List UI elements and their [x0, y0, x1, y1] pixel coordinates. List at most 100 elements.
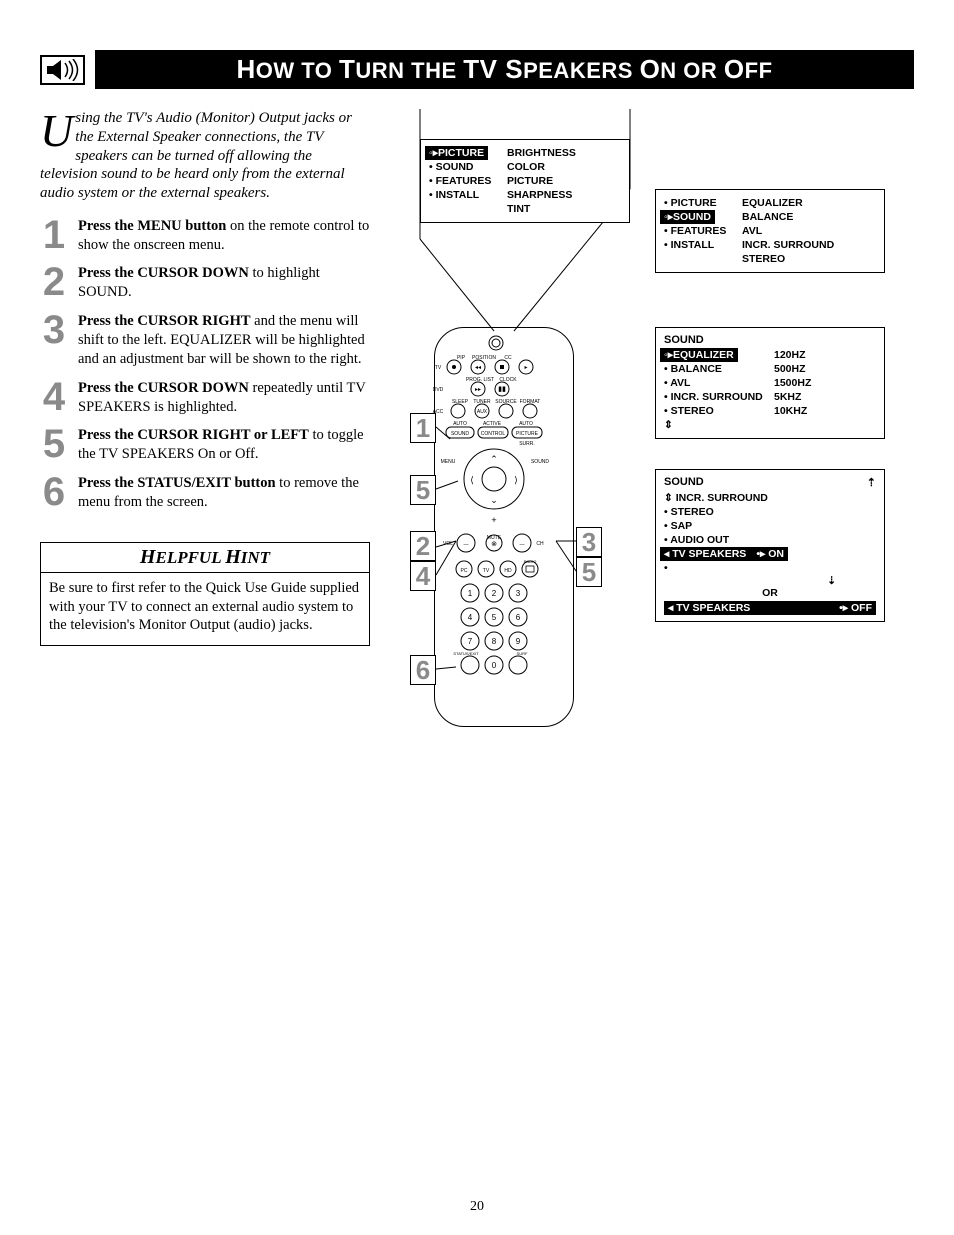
svg-text:9: 9 [516, 637, 521, 646]
osd-item: ⇕ INCR. SURROUND [664, 491, 784, 505]
osd-value: PICTURE [507, 174, 621, 188]
svg-text:⌄: ⌄ [490, 495, 498, 505]
header: HOW TO TURN THE TV SPEAKERS ON OR OFF [40, 50, 914, 89]
step-number: 3 [40, 312, 68, 369]
osd-item: STEREO [664, 404, 774, 418]
osd-item: ◦▸PICTURE [425, 146, 488, 160]
step-number: 1 [40, 217, 68, 255]
osd-value: 10KHZ [774, 404, 876, 418]
diagram-area: ◦▸PICTURE SOUND FEATURES INSTALL BRIGHTN… [390, 109, 914, 646]
svg-text:PC: PC [461, 568, 468, 574]
or-label: OR [664, 587, 876, 599]
osd-item: SOUND [429, 160, 507, 174]
step-number: 5 [40, 426, 68, 464]
callout-1: 1 [410, 413, 436, 443]
osd-item: INSTALL [429, 188, 507, 202]
svg-text:VOL: VOL [443, 541, 453, 547]
step-2: 2 Press the CURSOR DOWN to highlight SOU… [40, 264, 370, 302]
svg-text:⊗: ⊗ [491, 541, 497, 548]
svg-text:AUTO: AUTO [453, 421, 467, 427]
svg-text:⟩: ⟩ [514, 475, 518, 485]
svg-text:ACTIVE: ACTIVE [483, 421, 502, 427]
svg-text:DVD: DVD [433, 387, 444, 393]
osd-value: 500HZ [774, 362, 876, 376]
step-number: 6 [40, 474, 68, 512]
osd-item: ◦▸EQUALIZER [660, 348, 738, 362]
svg-text:6: 6 [516, 613, 521, 622]
svg-text:▮▮: ▮▮ [498, 386, 506, 393]
callout-2: 2 [410, 531, 436, 561]
speaker-page-icon [40, 55, 85, 85]
osd-item: ◦▸SOUND [660, 210, 715, 224]
osd-item-selected: ◂ TV SPEAKERS [664, 548, 746, 560]
step-4: 4 Press the CURSOR DOWN repeatedly until… [40, 379, 370, 417]
osd-value: 120HZ [774, 348, 876, 362]
svg-text:PICTURE: PICTURE [516, 431, 539, 437]
helpful-hint-box: HELPFUL HINT Be sure to first refer to t… [40, 542, 370, 647]
svg-text:0: 0 [492, 661, 497, 670]
svg-text:AUX: AUX [477, 409, 488, 415]
osd-item: ⇕ [664, 418, 774, 432]
svg-text:⟨: ⟨ [470, 475, 474, 485]
svg-text:STATUS/EXIT: STATUS/EXIT [453, 651, 479, 656]
intro-paragraph: Using the TV's Audio (Monitor) Output ja… [40, 109, 370, 203]
osd-item-selected: ◂ TV SPEAKERS [668, 602, 750, 614]
svg-text:—: — [520, 542, 525, 548]
callout-5a: 5 [410, 475, 436, 505]
osd-item: BALANCE [664, 362, 774, 376]
osd-item: FEATURES [664, 224, 742, 238]
osd-value: COLOR [507, 160, 621, 174]
svg-text:1: 1 [468, 589, 473, 598]
svg-text:5: 5 [492, 613, 497, 622]
callout-5b: 5 [576, 557, 602, 587]
osd-item: FEATURES [429, 174, 507, 188]
svg-text:SOUND: SOUND [451, 431, 469, 437]
osd-value: EQUALIZER [742, 196, 876, 210]
svg-text:4: 4 [468, 613, 473, 622]
step-number: 4 [40, 379, 68, 417]
osd-value: STEREO [742, 252, 876, 266]
page-title: HOW TO TURN THE TV SPEAKERS ON OR OFF [95, 50, 914, 89]
svg-text:⌃: ⌃ [490, 454, 498, 464]
callout-6: 6 [410, 655, 436, 685]
svg-text:3: 3 [516, 589, 521, 598]
osd-item: SAP [664, 519, 784, 533]
osd-value: BALANCE [742, 210, 876, 224]
osd-value: BRIGHTNESS [507, 146, 621, 160]
osd-value: SHARPNESS [507, 188, 621, 202]
hint-body: Be sure to first refer to the Quick Use … [41, 573, 369, 646]
svg-text:◂◂: ◂◂ [475, 365, 481, 371]
osd-value: 5KHZ [774, 390, 876, 404]
svg-text:TV: TV [435, 365, 442, 371]
svg-text:▸: ▸ [524, 365, 527, 371]
step-3: 3 Press the CURSOR RIGHT and the menu wi… [40, 312, 370, 369]
osd-item: AUDIO OUT [664, 533, 784, 547]
svg-text:TV: TV [483, 568, 490, 574]
osd-item: AVL [664, 376, 774, 390]
osd-item: PICTURE [664, 196, 742, 210]
osd-value: TINT [507, 202, 621, 216]
svg-text:MENU: MENU [441, 459, 456, 465]
callout-4: 4 [410, 561, 436, 591]
svg-text:PIP: PIP [457, 355, 466, 361]
osd-value: •▸ OFF [839, 602, 872, 614]
left-column: Using the TV's Audio (Monitor) Output ja… [40, 109, 370, 646]
svg-text:—: — [464, 542, 469, 548]
dropcap: U [40, 109, 75, 150]
svg-text:7: 7 [468, 637, 473, 646]
svg-text:CH: CH [536, 541, 544, 547]
svg-text:SOUND: SOUND [531, 459, 549, 465]
osd-value: INCR. SURROUND [742, 238, 876, 252]
svg-text:SURR.: SURR. [519, 441, 535, 447]
osd-panel-tvspeakers: SOUND ⇡ ⇕ INCR. SURROUND STEREO SAP AUDI… [655, 469, 885, 622]
osd-item [664, 561, 784, 575]
callout-3: 3 [576, 527, 602, 557]
step-number: 2 [40, 264, 68, 302]
step-6: 6 Press the STATUS/EXIT button to remove… [40, 474, 370, 512]
svg-text:AUTO: AUTO [519, 421, 533, 427]
step-1: 1 Press the MENU button on the remote co… [40, 217, 370, 255]
svg-text:CONTROL: CONTROL [481, 431, 506, 437]
svg-text:▸▸: ▸▸ [475, 387, 481, 393]
osd-value: AVL [742, 224, 876, 238]
osd-item: STEREO [664, 505, 784, 519]
